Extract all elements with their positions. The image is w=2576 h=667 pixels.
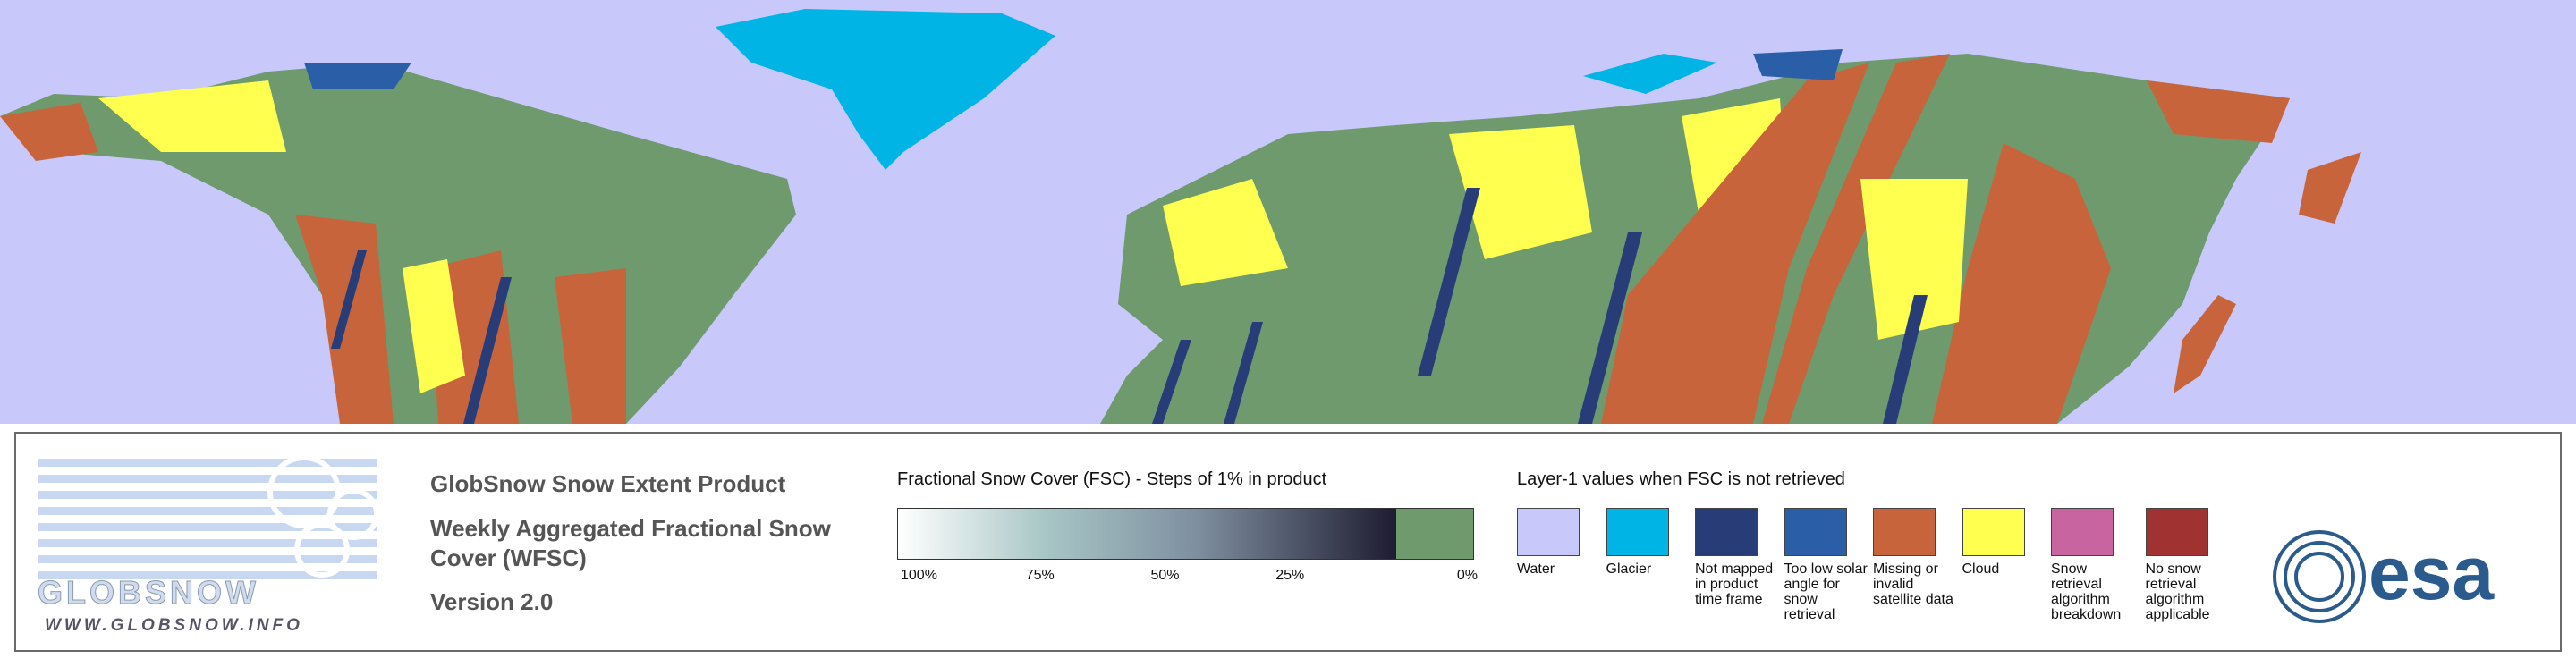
logo-url: WWW.GLOBSNOW.INFO xyxy=(45,616,303,635)
region xyxy=(304,63,411,89)
fsc-bar xyxy=(897,508,1474,560)
legend-swatch xyxy=(1695,508,1758,556)
region xyxy=(1152,340,1191,424)
product-version: Version 2.0 xyxy=(430,588,554,615)
region xyxy=(2147,80,2290,143)
fsc-tick-label: 75% xyxy=(1025,568,1055,583)
region xyxy=(98,80,286,152)
legend-label: Cloud xyxy=(1962,561,2000,577)
glacier xyxy=(716,9,1055,170)
fsc-tick-label: 25% xyxy=(1275,568,1305,583)
esa-logo: esa xyxy=(2273,530,2495,623)
fsc-tick-label: 100% xyxy=(901,568,937,583)
legend-swatch xyxy=(1962,508,2025,556)
legend-label: Too low solar angle for snow retrieval xyxy=(1784,561,1868,622)
region xyxy=(1753,49,1843,80)
region xyxy=(1601,63,1869,424)
legend-swatch xyxy=(1784,508,1847,556)
region xyxy=(2299,152,2361,224)
layer1-title: Layer-1 values when FSC is not retrieved xyxy=(1517,469,1845,489)
agency: esa xyxy=(2368,531,2495,615)
region xyxy=(1418,188,1480,376)
legend-label: No snow retrieval algorithm applicable xyxy=(2145,561,2210,622)
region xyxy=(1860,179,1968,340)
glacier xyxy=(1583,54,1717,94)
legend-swatch xyxy=(1517,508,1580,556)
region xyxy=(1224,322,1263,424)
legend-label: Missing or invalid satellite data xyxy=(1873,561,1953,607)
fsc-tick-label: 50% xyxy=(1150,568,1180,583)
product-subtitle: Weekly Aggregated Fractional Snow Cover … xyxy=(430,515,831,571)
logo-name: GLOBSNOW xyxy=(38,574,259,611)
legend-label: Glacier xyxy=(1606,561,1652,577)
logo: GLOBSNOW WWW.GLOBSNOW.INFO xyxy=(38,455,379,635)
region xyxy=(1163,179,1288,286)
region xyxy=(1762,54,1950,424)
legend-label: Snow retrieval algorithm breakdown xyxy=(2051,561,2122,622)
fsc-ticks: 100% 75% 50% 25% 0% xyxy=(897,568,1478,587)
region xyxy=(1449,125,1592,259)
fsc-tick-label: 0% xyxy=(1456,568,1478,583)
legend-swatch xyxy=(1873,508,1936,556)
region xyxy=(0,103,98,161)
region xyxy=(1578,232,1642,424)
region xyxy=(331,250,367,349)
legend-swatch xyxy=(1606,508,1669,556)
region xyxy=(1932,143,2111,424)
region xyxy=(402,259,465,393)
region xyxy=(463,277,512,424)
region xyxy=(1883,295,1928,424)
map xyxy=(0,0,2576,424)
legend: GLOBSNOW WWW.GLOBSNOW.INFO GlobSnow Snow… xyxy=(14,432,2562,652)
legend-label: Not mapped in product time frame xyxy=(1695,561,1774,607)
legend-label: Water xyxy=(1517,561,1555,577)
region xyxy=(555,268,626,424)
region xyxy=(2174,295,2236,393)
legend-swatch xyxy=(2051,508,2114,556)
legend-swatch xyxy=(2145,508,2208,556)
product-title: GlobSnow Snow Extent Product xyxy=(430,470,786,497)
fsc-title: Fractional Snow Cover (FSC) - Steps of 1… xyxy=(897,469,1327,489)
